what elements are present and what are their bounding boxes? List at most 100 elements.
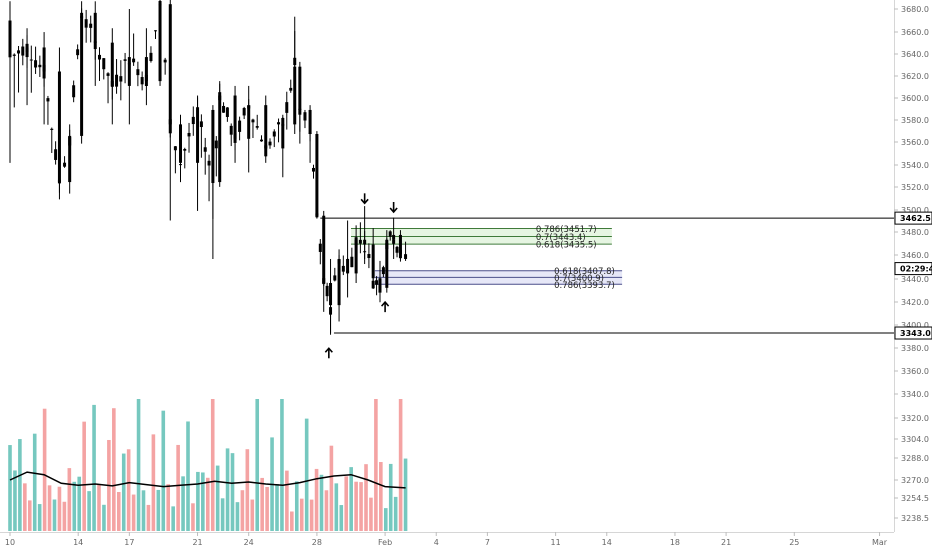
candlestick[interactable]	[196, 95, 200, 211]
candlestick[interactable]	[329, 258, 333, 334]
candlestick[interactable]	[404, 241, 408, 261]
horizontal-levels[interactable]	[320, 217, 894, 334]
candlestick[interactable]	[298, 61, 302, 144]
candlestick[interactable]	[247, 85, 251, 173]
candlestick[interactable]	[158, 0, 162, 86]
candlestick[interactable]	[173, 146, 177, 174]
candlestick[interactable]	[63, 156, 67, 168]
candlestick[interactable]	[222, 102, 226, 113]
candlestick[interactable]	[251, 118, 255, 139]
candlestick-series[interactable]	[8, 0, 408, 335]
candlestick[interactable]	[183, 147, 187, 169]
candlestick[interactable]	[214, 136, 218, 177]
candlestick[interactable]	[303, 109, 307, 129]
candlestick[interactable]	[375, 276, 379, 296]
candlestick[interactable]	[42, 32, 46, 125]
candlestick[interactable]	[115, 59, 119, 94]
candlestick[interactable]	[367, 243, 371, 269]
fib-retracement-lower[interactable]: 0.618(3407.8) 0.7(3400.9) 0.786(3393.7)	[374, 267, 623, 291]
candlestick[interactable]	[341, 255, 345, 276]
candlestick[interactable]	[318, 239, 322, 265]
arrow-marker-up[interactable]	[324, 347, 333, 359]
candlestick[interactable]	[238, 116, 242, 141]
candlestick[interactable]	[68, 124, 72, 194]
candlestick[interactable]	[29, 45, 33, 93]
candlestick[interactable]	[325, 282, 329, 302]
candlestick[interactable]	[50, 127, 54, 153]
candlestick[interactable]	[102, 58, 106, 80]
candlestick[interactable]	[381, 265, 385, 278]
candlestick[interactable]	[84, 9, 88, 43]
candlestick[interactable]	[311, 164, 315, 179]
candlestick[interactable]	[322, 210, 326, 312]
candlestick[interactable]	[119, 60, 123, 101]
candlestick[interactable]	[233, 85, 237, 163]
candlestick[interactable]	[398, 230, 402, 259]
candlestick[interactable]	[277, 118, 281, 143]
candlestick[interactable]	[211, 105, 215, 259]
candlestick[interactable]	[93, 1, 97, 86]
candlestick[interactable]	[8, 1, 12, 163]
candlestick[interactable]	[21, 38, 25, 66]
fib-retracement-upper[interactable]: 0.786(3451.7) 0.7(3443.4) 0.618(3435.5)	[351, 225, 612, 251]
candlestick[interactable]	[289, 79, 293, 93]
candlestick[interactable]	[308, 105, 312, 163]
candlestick[interactable]	[17, 45, 21, 93]
candlestick[interactable]	[191, 106, 195, 136]
candlestick[interactable]	[395, 245, 399, 258]
candlestick[interactable]	[203, 137, 207, 175]
time-axis[interactable]: 10 14 17 21 24 28 Feb 4 7 11 14 18 21 25 Mar	[5, 532, 888, 547]
candlestick[interactable]	[315, 131, 319, 219]
candlestick[interactable]	[25, 28, 29, 106]
candlestick[interactable]	[34, 46, 38, 74]
candlestick[interactable]	[144, 28, 148, 106]
candlestick[interactable]	[136, 61, 140, 87]
candlestick[interactable]	[229, 123, 233, 147]
candlestick[interactable]	[264, 95, 268, 163]
candlestick[interactable]	[337, 249, 341, 322]
candlestick[interactable]	[346, 220, 350, 298]
candlestick[interactable]	[149, 46, 153, 63]
candlestick[interactable]	[80, 1, 84, 144]
candlestick[interactable]	[76, 44, 80, 60]
candlestick[interactable]	[350, 247, 354, 268]
candlestick[interactable]	[98, 47, 102, 81]
candlestick[interactable]	[354, 225, 358, 284]
candlestick[interactable]	[378, 260, 382, 303]
candlestick[interactable]	[123, 52, 127, 84]
candlestick[interactable]	[110, 28, 114, 125]
candlestick[interactable]	[163, 57, 167, 75]
candlestick[interactable]	[168, 0, 172, 221]
candlestick[interactable]	[207, 154, 211, 202]
candlestick[interactable]	[225, 107, 229, 122]
arrow-marker-up[interactable]	[380, 300, 390, 313]
arrow-marker-down[interactable]	[389, 201, 398, 214]
candlestick[interactable]	[38, 55, 42, 77]
candlestick[interactable]	[392, 217, 396, 259]
candlestick[interactable]	[268, 138, 272, 149]
candlestick[interactable]	[12, 53, 16, 108]
candlestick[interactable]	[285, 91, 289, 130]
candlestick[interactable]	[54, 141, 58, 165]
candlestick[interactable]	[358, 222, 362, 254]
candlestick[interactable]	[140, 71, 144, 91]
candlestick[interactable]	[259, 135, 263, 142]
candlestick[interactable]	[72, 80, 76, 103]
candlestick[interactable]	[57, 47, 61, 200]
candlestick[interactable]	[363, 206, 367, 259]
candlestick[interactable]	[388, 230, 392, 241]
price-axis[interactable]: 3680.0 3660.0 3640.0 3620.0 3600.0 3580.0 3560…	[894, 5, 929, 523]
candlestick[interactable]	[218, 81, 222, 187]
candlestick[interactable]	[293, 16, 297, 134]
candlestick[interactable]	[333, 267, 337, 282]
candlestick[interactable]	[106, 72, 110, 104]
candlestick[interactable]	[127, 9, 131, 125]
arrow-markers[interactable]	[324, 193, 398, 359]
candlestick[interactable]	[255, 114, 259, 130]
candlestick[interactable]	[46, 95, 50, 125]
candlestick[interactable]	[371, 228, 375, 288]
arrow-marker-down[interactable]	[360, 193, 369, 205]
candlestick[interactable]	[89, 15, 93, 43]
candlestick[interactable]	[242, 106, 246, 120]
